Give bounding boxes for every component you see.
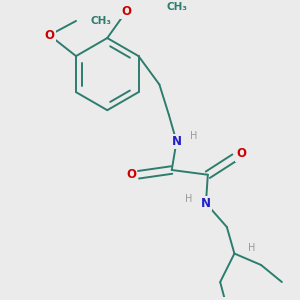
Text: O: O — [236, 147, 246, 161]
Text: N: N — [201, 197, 211, 210]
Text: H: H — [248, 243, 255, 253]
Text: H: H — [185, 194, 193, 204]
Text: O: O — [44, 29, 54, 42]
Text: O: O — [126, 168, 136, 181]
Text: CH₃: CH₃ — [166, 2, 187, 12]
Text: O: O — [121, 5, 131, 18]
Text: CH₃: CH₃ — [90, 16, 111, 26]
Text: N: N — [172, 135, 182, 148]
Text: H: H — [190, 131, 197, 141]
